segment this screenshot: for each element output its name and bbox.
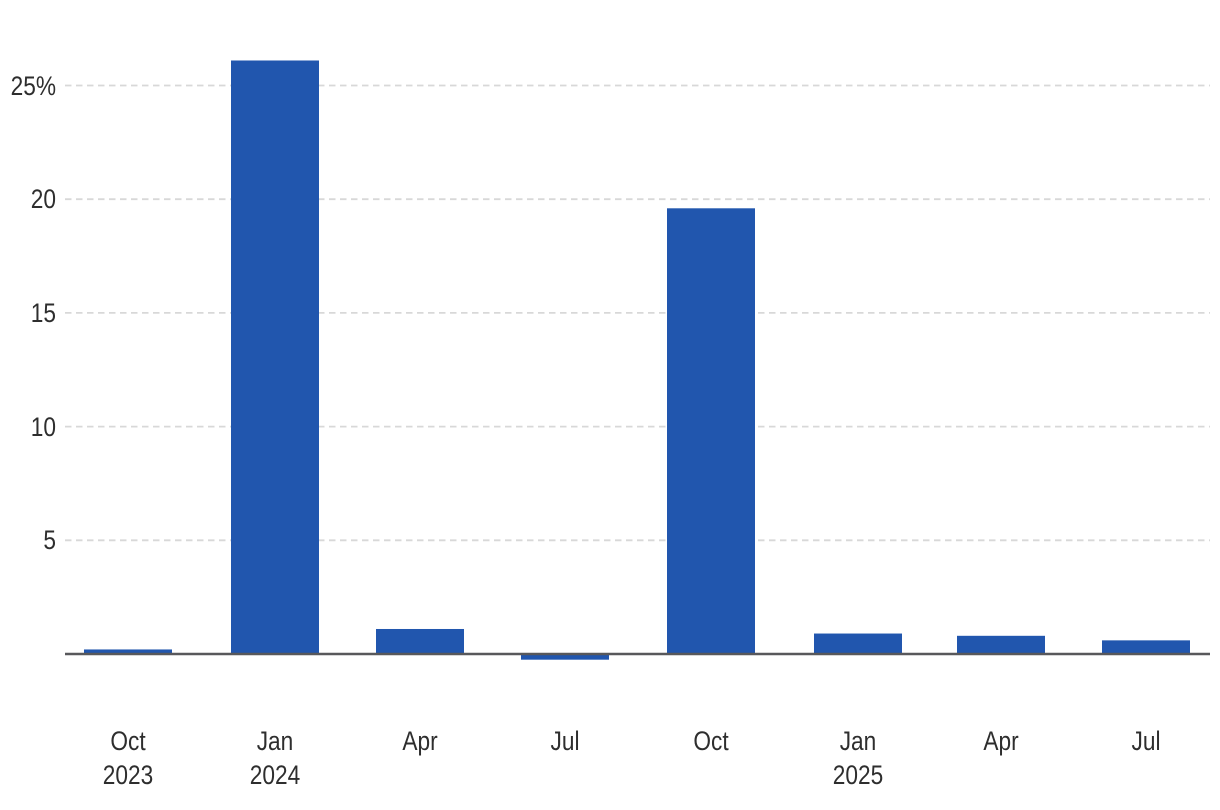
y-axis-tick-label: 25% — [10, 70, 56, 101]
bar-jul-2024[interactable] — [521, 654, 609, 660]
y-axis-tick-label: 20 — [30, 184, 56, 215]
x-tick-line: Apr — [983, 726, 1019, 756]
x-tick-line: 2023 — [102, 760, 154, 790]
bar-jan-2025[interactable] — [814, 633, 902, 654]
x-tick-line: 2025 — [832, 760, 884, 790]
x-axis-tick-label: Apr — [359, 724, 482, 758]
x-tick-line: Oct — [693, 726, 729, 756]
x-tick-line: Apr — [402, 726, 438, 756]
x-tick-line: Oct — [110, 726, 146, 756]
x-tick-line: Jul — [1131, 726, 1161, 756]
x-axis-tick-label: Jan 2024 — [214, 724, 337, 792]
x-axis-tick-label: Oct 2023 — [67, 724, 190, 792]
bar-apr-2024[interactable] — [376, 628, 464, 654]
x-tick-line: Jul — [550, 726, 580, 756]
x-tick-line: Jan — [256, 726, 294, 756]
y-axis-tick-label: 5 — [43, 525, 56, 556]
x-axis-tick-label: Jan 2025 — [797, 724, 920, 792]
bar-jul-2025[interactable] — [1102, 640, 1190, 654]
bar-jan-2024[interactable] — [231, 60, 319, 654]
x-axis-tick-label: Jul — [1085, 724, 1208, 758]
x-tick-line: Jan — [839, 726, 877, 756]
x-axis-tick-label: Jul — [504, 724, 627, 758]
x-axis-tick-label: Oct — [650, 724, 773, 758]
x-tick-line: 2024 — [249, 760, 301, 790]
bar-oct-2023[interactable] — [84, 649, 172, 654]
y-axis-tick-label: 10 — [30, 411, 56, 442]
x-axis-tick-label: Apr — [940, 724, 1063, 758]
y-axis-tick-label: 15 — [30, 297, 56, 328]
bar-oct-2024[interactable] — [667, 208, 755, 654]
bar-apr-2025[interactable] — [957, 635, 1045, 654]
